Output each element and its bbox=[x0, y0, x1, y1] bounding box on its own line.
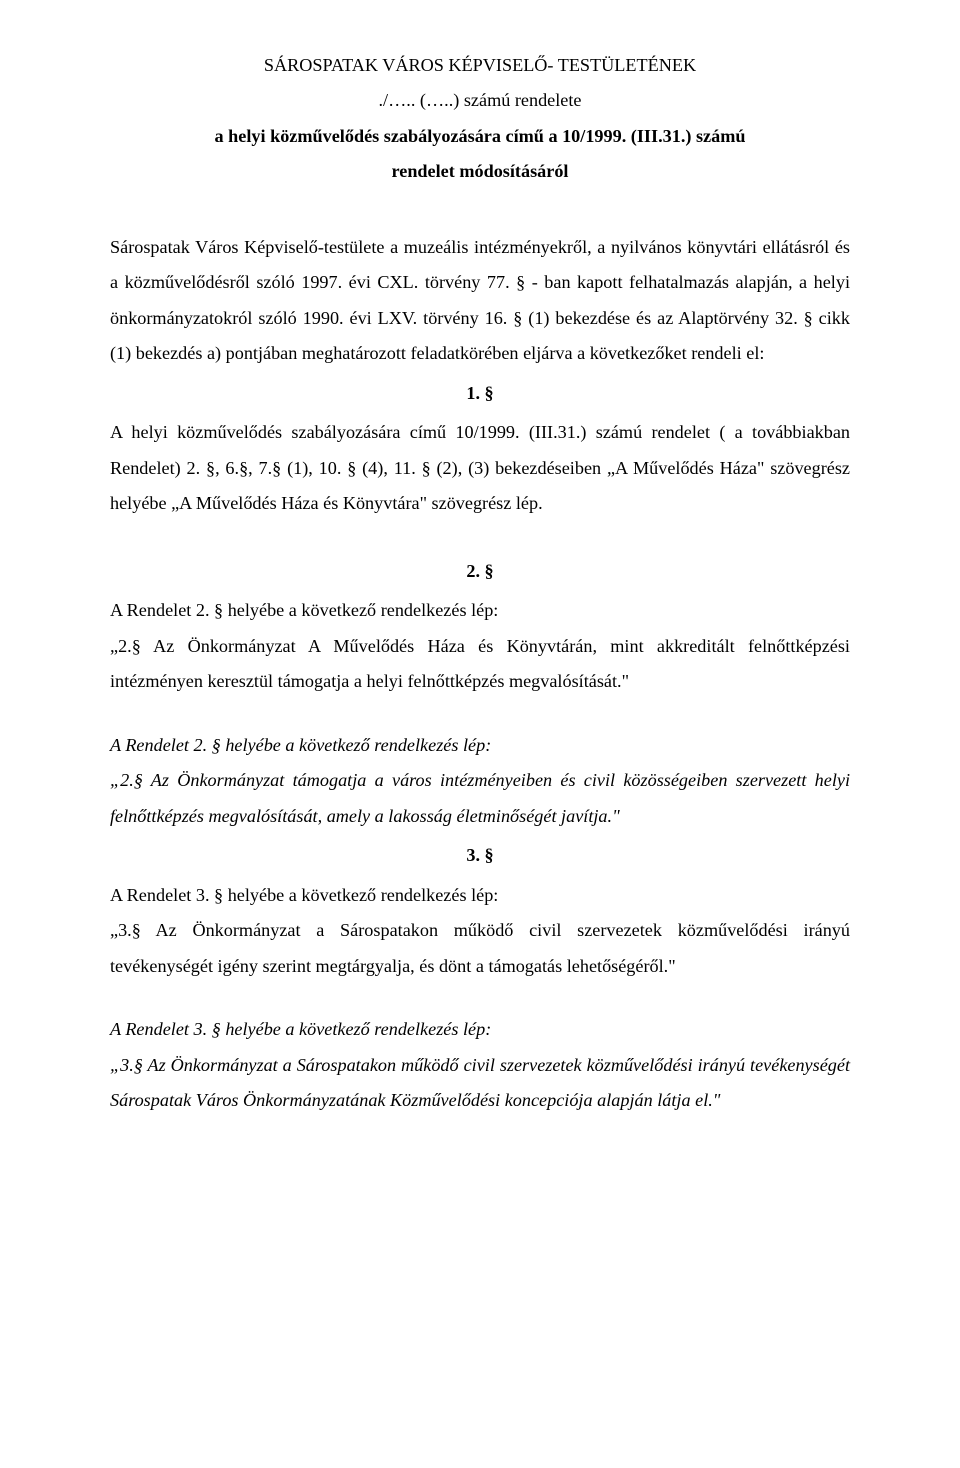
section-3-p3: A Rendelet 3. § helyébe a következő rend… bbox=[110, 1012, 850, 1047]
section-1-num: 1. § bbox=[110, 376, 850, 411]
section-2-p2: „2.§ Az Önkormányzat A Művelődés Háza és… bbox=[110, 629, 850, 700]
header-line2: ./….. (…..) számú rendelete bbox=[110, 83, 850, 118]
section-2-p4: „2.§ Az Önkormányzat támogatja a város i… bbox=[110, 763, 850, 834]
section-2-p3: A Rendelet 2. § helyébe a következő rend… bbox=[110, 728, 850, 763]
section-3-p4: „3.§ Az Önkormányzat a Sárospatakon műkö… bbox=[110, 1048, 850, 1119]
section-2-p1: A Rendelet 2. § helyébe a következő rend… bbox=[110, 593, 850, 628]
header-line4: rendelet módosításáról bbox=[392, 161, 569, 181]
section-1-p1: A helyi közművelődés szabályozására című… bbox=[110, 415, 850, 521]
header-line3: a helyi közművelődés szabályozására című… bbox=[215, 126, 746, 146]
section-2-num: 2. § bbox=[110, 554, 850, 589]
section-3-num: 3. § bbox=[110, 838, 850, 873]
section-3-p2: „3.§ Az Önkormányzat a Sárospatakon műkö… bbox=[110, 913, 850, 984]
header-line1: SÁROSPATAK VÁROS KÉPVISELŐ- TESTÜLETÉNEK bbox=[110, 48, 850, 83]
intro-paragraph: Sárospatak Város Képviselő-testülete a m… bbox=[110, 230, 850, 372]
section-3-p1: A Rendelet 3. § helyébe a következő rend… bbox=[110, 878, 850, 913]
